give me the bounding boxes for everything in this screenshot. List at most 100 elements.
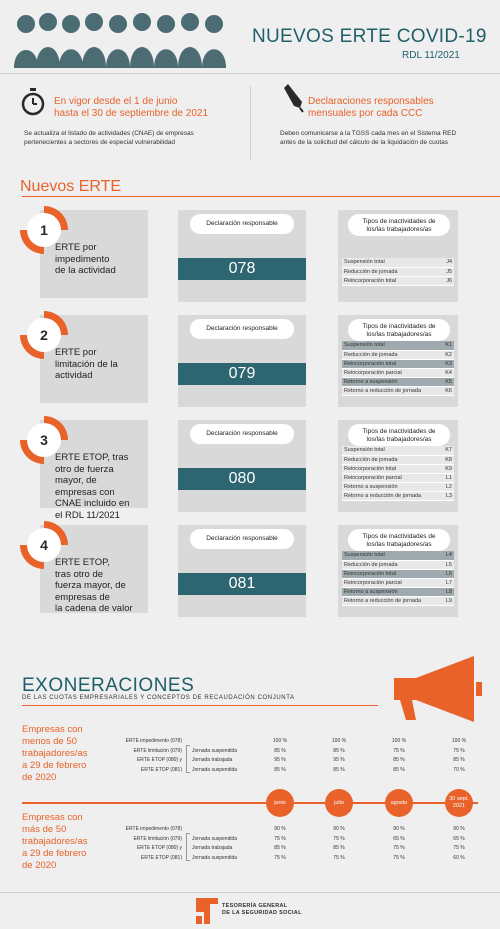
tipos-header: Tipos de inactividades de los/las trabaja… bbox=[348, 319, 450, 341]
erte-number: 1 bbox=[40, 222, 48, 238]
tipo-name: Reincorporación total bbox=[342, 464, 430, 474]
exoneration-value: 90 % bbox=[333, 826, 345, 832]
declaration-label: Declaración responsable bbox=[190, 319, 294, 339]
exoneration-value: 75 % bbox=[453, 845, 465, 851]
tipo-row: Suspensión total L4 bbox=[342, 551, 454, 561]
month-marker: junio bbox=[266, 789, 294, 817]
tipo-name: Reducción de jornada bbox=[342, 267, 430, 277]
tipo-name: Reincorporación parcial bbox=[342, 473, 430, 483]
tipo-name: Reincorporación total bbox=[342, 276, 430, 286]
exoneration-value: 100 % bbox=[391, 738, 407, 744]
erte-number: 2 bbox=[40, 327, 48, 343]
tipo-code: L8 bbox=[430, 587, 454, 597]
exoneration-value: 100 % bbox=[331, 738, 347, 744]
tipo-row: Reincorporación parcial L7 bbox=[342, 578, 454, 588]
tipo-row: Retorno a reducción de jornada L3 bbox=[342, 491, 454, 501]
erte-number-badge-icon bbox=[20, 521, 68, 569]
tipo-code: K5 bbox=[430, 377, 454, 387]
erte-type-label: ERTE ETOP (081) bbox=[140, 766, 182, 773]
declaration-code: 078 bbox=[178, 258, 306, 280]
tipo-row: Retorno a suspensión L8 bbox=[342, 587, 454, 597]
tipo-code: L1 bbox=[430, 473, 454, 483]
tipo-name: Reincorporación total bbox=[342, 359, 430, 369]
erte-label: ERTE por impedimento de la actividad bbox=[55, 242, 116, 276]
exoneration-value: 85 % bbox=[333, 845, 345, 851]
footer-org: TESORERÍA GENERAL DE LA SEGURIDAD SOCIAL bbox=[222, 903, 302, 916]
tipo-name: Suspensión total bbox=[342, 341, 430, 351]
company-group-label: Empresas con menos de 50 trabajadores/as a … bbox=[22, 724, 88, 783]
tipo-name: Retorno a suspensión bbox=[342, 587, 430, 597]
tipo-code: K4 bbox=[430, 368, 454, 378]
exoneration-value: 100 % bbox=[451, 738, 467, 744]
tipo-code: J5 bbox=[430, 267, 454, 277]
erte-type-label: ERTE ETOP (080) y bbox=[136, 845, 182, 851]
erte-type-label: ERTE impedimento (078) bbox=[125, 826, 182, 832]
divider bbox=[0, 892, 500, 893]
declarations-highlight: Declaraciones responsables mensuales por… bbox=[308, 96, 434, 119]
tipos-table: Suspensión total K1 Reducción de jornada… bbox=[342, 341, 454, 396]
jornada-label: Jornada suspendida bbox=[192, 747, 238, 754]
tipos-table: Suspensión total L4 Reducción de jornada… bbox=[342, 551, 454, 606]
tipo-code: L5 bbox=[430, 560, 454, 570]
tipo-row: Suspensión total K1 bbox=[342, 341, 454, 351]
exoneration-value: 75 % bbox=[453, 747, 465, 754]
tipo-code: K7 bbox=[430, 446, 454, 456]
divider bbox=[250, 86, 251, 161]
tipo-code: L7 bbox=[430, 578, 454, 588]
tipo-name: Reducción de jornada bbox=[342, 350, 430, 360]
erte-type-label: ERTE limitación (079) bbox=[133, 747, 182, 754]
declaration-label: Declaración responsable bbox=[190, 424, 294, 444]
exoneration-value: 90 % bbox=[393, 826, 405, 832]
bracket bbox=[186, 745, 190, 773]
tipo-row: Reducción de jornada K2 bbox=[342, 350, 454, 360]
pen-icon bbox=[284, 84, 304, 113]
tipo-row: Reincorporación total K3 bbox=[342, 359, 454, 369]
exoneration-value: 85 % bbox=[274, 845, 286, 851]
exoneration-value: 95 % bbox=[333, 757, 345, 763]
erte-label: ERTE por limitación de la actividad bbox=[55, 347, 118, 381]
exoneration-value: 90 % bbox=[453, 826, 465, 832]
jornada-label: Jornada trabajada bbox=[192, 845, 233, 851]
tipo-code: L4 bbox=[430, 551, 454, 561]
people-silhouettes-icon bbox=[14, 13, 226, 68]
tipo-name: Suspensión total bbox=[342, 551, 430, 561]
exoneration-value: 70 % bbox=[453, 766, 465, 773]
exoneration-value: 75 % bbox=[274, 835, 286, 842]
tipo-name: Suspensión total bbox=[342, 258, 430, 268]
tipo-code: K1 bbox=[430, 341, 454, 351]
timeline-line bbox=[22, 802, 478, 804]
tipo-code: K2 bbox=[430, 350, 454, 360]
exoneration-value: 85 % bbox=[274, 766, 286, 773]
tipo-row: Retorno a suspensión K5 bbox=[342, 377, 454, 387]
tipo-row: Suspensión total J4 bbox=[342, 258, 454, 268]
divider bbox=[22, 196, 500, 197]
exoneration-value: 85 % bbox=[393, 757, 405, 763]
tipo-name: Retorno a suspensión bbox=[342, 377, 430, 387]
tipo-name: Reducción de jornada bbox=[342, 455, 430, 465]
megaphone-icon bbox=[394, 656, 482, 722]
stopwatch-icon bbox=[21, 88, 45, 116]
erte-number-badge-icon bbox=[20, 311, 68, 359]
jornada-label: Jornada suspendida bbox=[192, 854, 238, 861]
exoneration-value: 75 % bbox=[333, 835, 345, 842]
tipos-table: Suspensión total K7 Reducción de jornada… bbox=[342, 446, 454, 501]
tipo-code: J4 bbox=[430, 258, 454, 268]
declaration-code: 079 bbox=[178, 363, 306, 385]
section-title: Nuevos ERTE bbox=[20, 178, 122, 195]
tipo-code: K3 bbox=[430, 359, 454, 369]
tipo-row: Retorno a reducción de jornada L9 bbox=[342, 596, 454, 606]
company-group-label: Empresas con más de 50 trabajadores/as a 29… bbox=[22, 812, 88, 871]
tipo-name: Reducción de jornada bbox=[342, 560, 430, 570]
divider bbox=[0, 73, 500, 74]
tipos-header: Tipos de inactividades de los/las trabaja… bbox=[348, 424, 450, 446]
erte-type-label: ERTE ETOP (080) y bbox=[136, 757, 182, 763]
exoneration-value: 65 % bbox=[393, 835, 405, 842]
month-marker: julio bbox=[325, 789, 353, 817]
tipo-code: J6 bbox=[430, 276, 454, 286]
tipos-header: Tipos de inactividades de los/las trabaja… bbox=[348, 214, 450, 236]
exoneration-value: 90 % bbox=[274, 826, 286, 832]
tipo-row: Retorno a reducción de jornada K6 bbox=[342, 386, 454, 396]
exoneration-value: 85 % bbox=[274, 747, 286, 754]
page-subtitle: RDL 11/2021 bbox=[402, 50, 460, 61]
exoneration-value: 85 % bbox=[453, 757, 465, 763]
